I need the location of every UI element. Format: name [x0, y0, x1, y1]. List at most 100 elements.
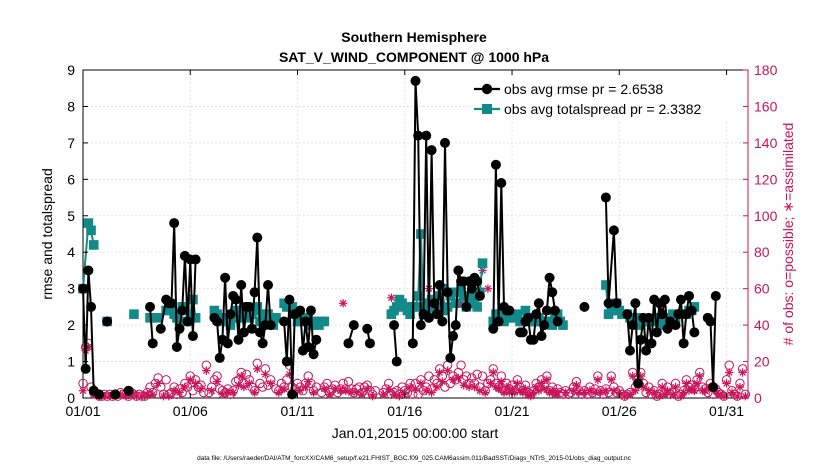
rmse-point — [445, 352, 456, 363]
footer-data-file: data file: /Users/raeder/DAI/ATM_forcXX/… — [197, 455, 632, 462]
assimilated-obs-marker — [572, 381, 581, 390]
asterisk-stroke — [570, 387, 578, 395]
asterisk-stroke — [658, 383, 666, 391]
asterisk-stroke — [538, 380, 545, 387]
assimilated-obs-marker — [692, 379, 702, 388]
rmse-point — [488, 323, 499, 334]
assimilated-obs-marker — [735, 382, 745, 392]
assimilated-obs-marker — [274, 388, 283, 397]
asterisk-stroke — [186, 376, 194, 384]
rmse-point — [426, 145, 437, 156]
spread-point — [83, 218, 94, 228]
assimilated-obs-marker — [738, 368, 747, 377]
asterisk-stroke — [481, 389, 489, 396]
rmse-point — [442, 287, 453, 298]
asterisk-stroke — [733, 392, 741, 400]
rmse-point — [94, 389, 105, 400]
assimilated-obs-marker — [245, 379, 254, 388]
assimilated-obs-marker — [250, 388, 259, 397]
asterisk-stroke — [181, 383, 189, 391]
right-tick-label: 60 — [754, 281, 770, 297]
asterisk-stroke — [701, 387, 709, 395]
asterisk-stroke — [527, 392, 535, 400]
asterisk-stroke — [602, 387, 610, 395]
rmse-point — [439, 137, 450, 148]
asterisk-stroke — [650, 389, 658, 396]
rmse-point — [214, 352, 225, 363]
assimilated-obs-marker — [153, 379, 163, 388]
rmse-line-segment — [604, 197, 618, 304]
x-tick-label: 01/26 — [602, 403, 637, 419]
left-tick-label: 8 — [67, 98, 75, 114]
rmse-point — [474, 290, 485, 301]
spread-point — [88, 240, 99, 250]
asterisk-stroke — [715, 390, 722, 398]
rmse-point — [651, 327, 662, 338]
chart-subtitle: SAT_V_WIND_COMPONENT @ 1000 hPa — [279, 49, 549, 65]
left-tick-label: 9 — [67, 62, 75, 78]
asterisk-stroke — [632, 387, 639, 395]
assimilated-obs-marker — [513, 379, 522, 388]
rmse-point — [391, 356, 402, 367]
asterisk-stroke — [682, 380, 690, 387]
asterisk-stroke — [489, 369, 497, 376]
spread-point — [469, 291, 480, 301]
rmse-point — [110, 389, 121, 400]
rmse-point — [549, 305, 560, 316]
possible-obs-marker — [472, 369, 482, 380]
assimilated-obs-marker — [483, 284, 493, 293]
rmse-point — [295, 305, 306, 316]
rmse-point — [187, 331, 198, 342]
assimilated-obs-marker — [121, 391, 131, 401]
asterisk-stroke — [208, 387, 216, 395]
asterisk-stroke — [436, 369, 443, 376]
assimilated-obs-marker — [196, 384, 206, 394]
spread-point — [190, 313, 201, 323]
asterisk-stroke — [575, 389, 583, 396]
assimilated-obs-marker — [494, 384, 503, 394]
x-axis-label: Jan.01,2015 00:00:00 start — [332, 425, 499, 441]
asterisk-stroke — [514, 380, 521, 387]
asterisk-stroke — [331, 385, 339, 393]
asterisk-stroke — [476, 387, 484, 395]
asterisk-stroke — [202, 367, 210, 375]
spread-point — [450, 298, 461, 309]
rmse-point — [123, 385, 134, 396]
assimilated-obs-marker — [668, 390, 678, 399]
rmse-line-segment — [149, 306, 154, 344]
assimilated-obs-marker — [266, 379, 275, 388]
rmse-point — [547, 287, 558, 298]
spread-point — [252, 302, 263, 312]
asterisk-stroke — [326, 390, 334, 398]
x-tick-label: 01/11 — [281, 403, 315, 419]
rmse-point — [600, 192, 611, 203]
asterisk-stroke — [610, 387, 618, 395]
asterisk-stroke — [261, 370, 269, 378]
asterisk-stroke — [495, 385, 502, 393]
rmse-point — [300, 316, 311, 327]
asterisk-stroke — [339, 299, 347, 307]
plot-area — [78, 69, 751, 401]
y-axis-label-right: # of obs: o=possible; ∗=assimilated — [780, 123, 796, 346]
assimilated-obs-marker — [180, 382, 190, 392]
asterisk-stroke — [160, 392, 167, 400]
assimilated-obs-marker — [725, 368, 734, 377]
assimilated-obs-marker — [443, 366, 452, 375]
asterisk-stroke — [176, 389, 183, 396]
asterisk-stroke — [143, 390, 151, 398]
assimilated-obs-marker — [657, 382, 667, 392]
assimilated-obs-marker — [481, 388, 490, 397]
rmse-point — [83, 265, 94, 276]
asterisk-stroke — [640, 383, 647, 391]
rmse-point — [670, 320, 681, 331]
assimilated-obs-marker — [368, 391, 377, 401]
rmse-point — [169, 218, 180, 229]
rmse-point — [279, 316, 290, 327]
asterisk-stroke — [224, 389, 232, 396]
asterisk-stroke — [723, 380, 730, 387]
assimilated-obs-marker — [438, 377, 447, 386]
asterisk-stroke — [505, 389, 513, 396]
rmse-point — [212, 316, 223, 327]
assimilated-obs-marker — [338, 299, 348, 308]
rmse-point — [434, 280, 445, 291]
